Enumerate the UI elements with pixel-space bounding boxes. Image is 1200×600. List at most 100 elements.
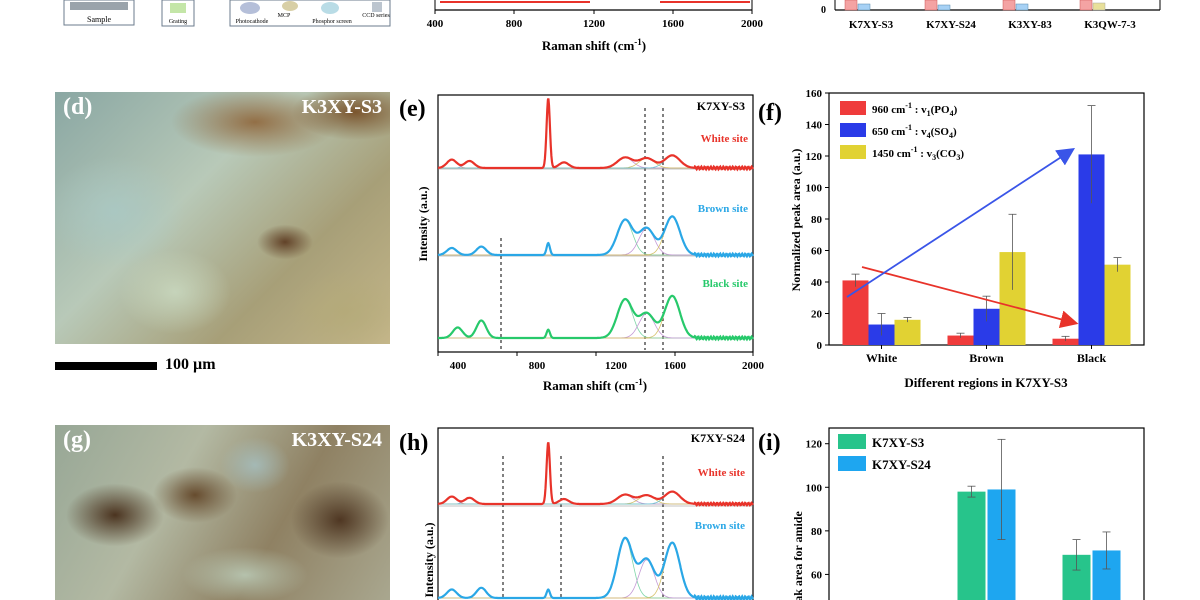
panel-e-xtick: 800 — [529, 360, 546, 372]
y-tick-label: 20 — [811, 309, 823, 321]
panel-f-svg: (f) Normalized peak area (a.u.) 0 20 40 60 8… — [758, 88, 1145, 390]
panel-i-svg: (i) ed peak area for amide 60 80 100 120 K7… — [758, 427, 1145, 600]
panel-e-xlabel: Raman shift (cm-1) — [543, 377, 647, 393]
panel-e-xtick: 2000 — [742, 360, 765, 372]
legend-swatch — [840, 123, 866, 137]
panel-e-xtick: 400 — [450, 360, 467, 372]
top-xtick: 1200 — [583, 18, 606, 30]
y-tick-label: 140 — [806, 120, 823, 132]
panel-h-svg: (h) K7XY-S24 Intensity (a.u.) White site… — [399, 427, 754, 600]
panel-letter-h: (h) — [399, 430, 428, 456]
panel-i-frame — [828, 427, 1145, 600]
top-bar-category: K7XY-S3 — [849, 19, 894, 31]
legend-swatch — [840, 145, 866, 159]
top-strip: Sample Grating Photocathode MCP Phosphor… — [0, 0, 1200, 80]
legend-swatch — [840, 101, 866, 115]
panel-e-xtick: 1200 — [605, 360, 628, 372]
y-tick-label: 100 — [806, 482, 823, 494]
top-bar-category: K3XY-83 — [1008, 19, 1052, 31]
legend-entry: 960 cm-1 : v1(PO4) — [872, 101, 958, 118]
spectrum-line — [437, 215, 754, 259]
top-xtick: 800 — [506, 18, 523, 30]
top-xlabel: Raman shift (cm-1) — [542, 37, 646, 53]
top-bar-zero: 0 — [821, 5, 826, 16]
panel-f-legend: 960 cm-1 : v1(PO4) 650 cm-1 : v4(SO4) 14… — [840, 101, 964, 162]
panel-e-xtick: 1600 — [664, 360, 687, 372]
panel-f-ylabel: Normalized peak area (a.u.) — [789, 149, 803, 292]
y-tick-label: 80 — [811, 214, 823, 226]
panel-letter-f: (f) — [758, 100, 782, 126]
panel-h-site-label: Brown site — [695, 520, 745, 532]
panel-i-ylabel: ed peak area for amide — [791, 511, 805, 600]
sample-label: Sample — [87, 15, 111, 24]
top-xtick: 2000 — [741, 18, 764, 30]
spectrum-line — [437, 442, 754, 508]
top-bar-axis: 0 K7XY-S3 K7XY-S24 K3XY-83 K3QW-7-3 — [821, 0, 1161, 31]
panel-h-site-label: White site — [698, 467, 745, 479]
sample-stage — [70, 2, 128, 10]
y-tick-label: 0 — [817, 340, 823, 352]
ccd-label: CCD series — [362, 13, 390, 19]
bar — [957, 491, 986, 600]
panel-i-yaxis: 60 80 100 120 — [806, 439, 829, 581]
legend-entry: 1450 cm-1 : v3(CO3) — [872, 145, 964, 162]
legend-entry: 650 cm-1 : v4(SO4) — [872, 123, 957, 140]
spectrum-line — [438, 294, 754, 342]
detector-box — [229, 0, 391, 27]
bar — [947, 335, 974, 345]
mcp-label: MCP — [278, 13, 291, 19]
panel-letter-g: (g) — [63, 427, 91, 453]
x-tick-label: White — [866, 351, 898, 365]
top-spectrum-axis: 400 800 1200 1600 2000 Raman shift (cm-1… — [427, 0, 764, 53]
ccd-element — [372, 2, 382, 12]
panel-e-spectra — [437, 98, 754, 342]
legend-swatch — [838, 434, 866, 449]
microscope-photo-d: (d) K3XY-S3 — [55, 92, 390, 344]
panel-e-xaxis: 400 800 1200 1600 2000 Raman shift (cm-1… — [437, 352, 765, 393]
bar — [842, 280, 869, 345]
y-tick-label: 40 — [811, 277, 823, 289]
panel-e-sample: K7XY-S3 — [697, 99, 745, 113]
spectrum-line — [438, 98, 754, 172]
y-tick-label: 160 — [806, 88, 823, 100]
panel-e-site-label: Black site — [702, 278, 748, 290]
panel-h-ylabel: Intensity (a.u.) — [422, 522, 436, 597]
spectrum-line — [438, 536, 754, 600]
y-tick-label: 100 — [806, 183, 823, 195]
panel-i-legend: K7XY-S3 K7XY-S24 — [838, 434, 931, 472]
panel-e-svg: (e) K7XY-S3 Intensity (a.u.) White site … — [399, 94, 765, 393]
panel-e-site-label: Brown site — [698, 203, 748, 215]
sample-name-d: K3XY-S3 — [301, 96, 382, 118]
fit-peak — [438, 299, 753, 339]
mcp-element — [282, 1, 298, 11]
y-tick-label: 120 — [806, 439, 823, 451]
panel-e-ylabel: Intensity (a.u.) — [416, 186, 430, 261]
scale-bar — [55, 362, 157, 370]
panel-letter-e: (e) — [399, 96, 426, 122]
panel-f-xaxis: White Brown Black — [866, 345, 1106, 365]
y-tick-label: 60 — [811, 569, 823, 581]
panel-e-site-label: White site — [701, 133, 748, 145]
microscope-photo-g: (g) K3XY-S24 — [55, 425, 390, 600]
bar — [1104, 264, 1131, 345]
top-strip-svg: Sample Grating Photocathode MCP Phosphor… — [63, 0, 1161, 53]
x-tick-label: Brown — [969, 351, 1004, 365]
trend-arrow-red — [861, 266, 1079, 329]
panel-letter-i: (i) — [758, 430, 781, 456]
photocathode-element — [240, 2, 260, 14]
phosphor-label: Phosphor screen — [312, 19, 352, 25]
bar — [894, 319, 921, 345]
panel-f-xlabel: Different regions in K7XY-S3 — [904, 375, 1068, 390]
legend-swatch — [838, 456, 866, 471]
legend-entry: K7XY-S3 — [872, 435, 925, 450]
panel-i-bars — [957, 438, 1121, 600]
grating-element — [170, 3, 186, 13]
legend-entry: K7XY-S24 — [872, 457, 931, 472]
grating-label: Grating — [169, 19, 187, 25]
bar — [1052, 338, 1079, 345]
photocathode-label: Photocathode — [236, 19, 269, 25]
panel-h-spectra — [437, 442, 754, 600]
panel-h-sample: K7XY-S24 — [691, 431, 745, 445]
y-tick-label: 80 — [811, 526, 823, 538]
y-tick-label: 120 — [806, 151, 823, 163]
